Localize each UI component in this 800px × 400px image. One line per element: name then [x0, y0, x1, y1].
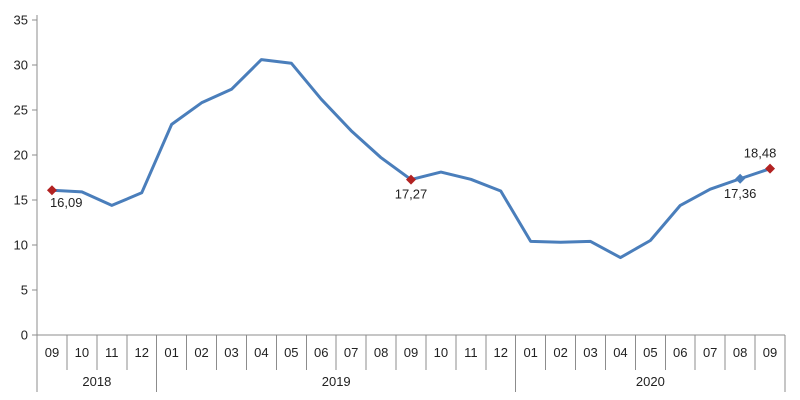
data-marker: [406, 174, 416, 185]
x-tick-label: 05: [284, 345, 298, 360]
x-tick-label: 09: [763, 345, 777, 360]
year-label: 2018: [82, 374, 111, 389]
x-tick-label: 12: [134, 345, 148, 360]
x-tick-label: 01: [523, 345, 537, 360]
data-marker: [765, 163, 776, 174]
x-tick-label: 08: [733, 345, 747, 360]
x-tick-label: 04: [613, 345, 627, 360]
data-label: 18,48: [744, 146, 777, 161]
x-tick-label: 08: [374, 345, 388, 360]
x-tick-label: 05: [643, 345, 657, 360]
data-label: 16,09: [50, 195, 83, 210]
year-label: 2019: [322, 374, 351, 389]
x-axis: 09 10 11 12 01 02 03 04 05 06 07 08 09 10 11 12 01 02 03 04…: [36, 334, 786, 392]
x-tick-label: 03: [224, 345, 238, 360]
x-tick-label: 07: [344, 345, 358, 360]
x-tick-label: 04: [254, 345, 268, 360]
x-tick-label: 06: [314, 345, 328, 360]
x-tick-label: 06: [673, 345, 687, 360]
year-label: 2020: [636, 374, 665, 389]
x-tick-label: 09: [45, 345, 59, 360]
x-tick-label: 01: [164, 345, 178, 360]
x-tick-label: 11: [105, 345, 119, 360]
y-tick-label: 35: [14, 13, 28, 28]
y-tick-label: 20: [14, 148, 28, 163]
x-tick-label: 07: [703, 345, 717, 360]
x-tick-label: 12: [494, 345, 508, 360]
y-tick-label: 0: [21, 328, 28, 343]
x-tick-label: 03: [583, 345, 597, 360]
data-label: 17,27: [395, 187, 428, 202]
data-marker: [46, 185, 57, 196]
y-axis: 0 5 10 15 20 25 30 35: [14, 13, 38, 343]
data-label: 17,36: [724, 186, 757, 201]
data-marker: [735, 173, 746, 184]
y-tick-label: 5: [21, 283, 28, 298]
y-tick-label: 15: [14, 193, 28, 208]
series: [50, 58, 772, 260]
x-tick-label: 09: [404, 345, 418, 360]
y-tick-label: 10: [14, 238, 28, 253]
x-tick-label: 10: [434, 345, 448, 360]
data-labels: 16,09 17,27 17,36 18,48: [50, 146, 776, 211]
data-markers: [46, 163, 776, 196]
x-tick-label: 11: [464, 345, 478, 360]
series-line: [50, 58, 772, 260]
x-tick-label: 10: [75, 345, 89, 360]
x-tick-label: 02: [553, 345, 567, 360]
y-tick-label: 25: [14, 103, 28, 118]
y-tick-label: 30: [14, 58, 28, 73]
x-tick-label: 02: [194, 345, 208, 360]
